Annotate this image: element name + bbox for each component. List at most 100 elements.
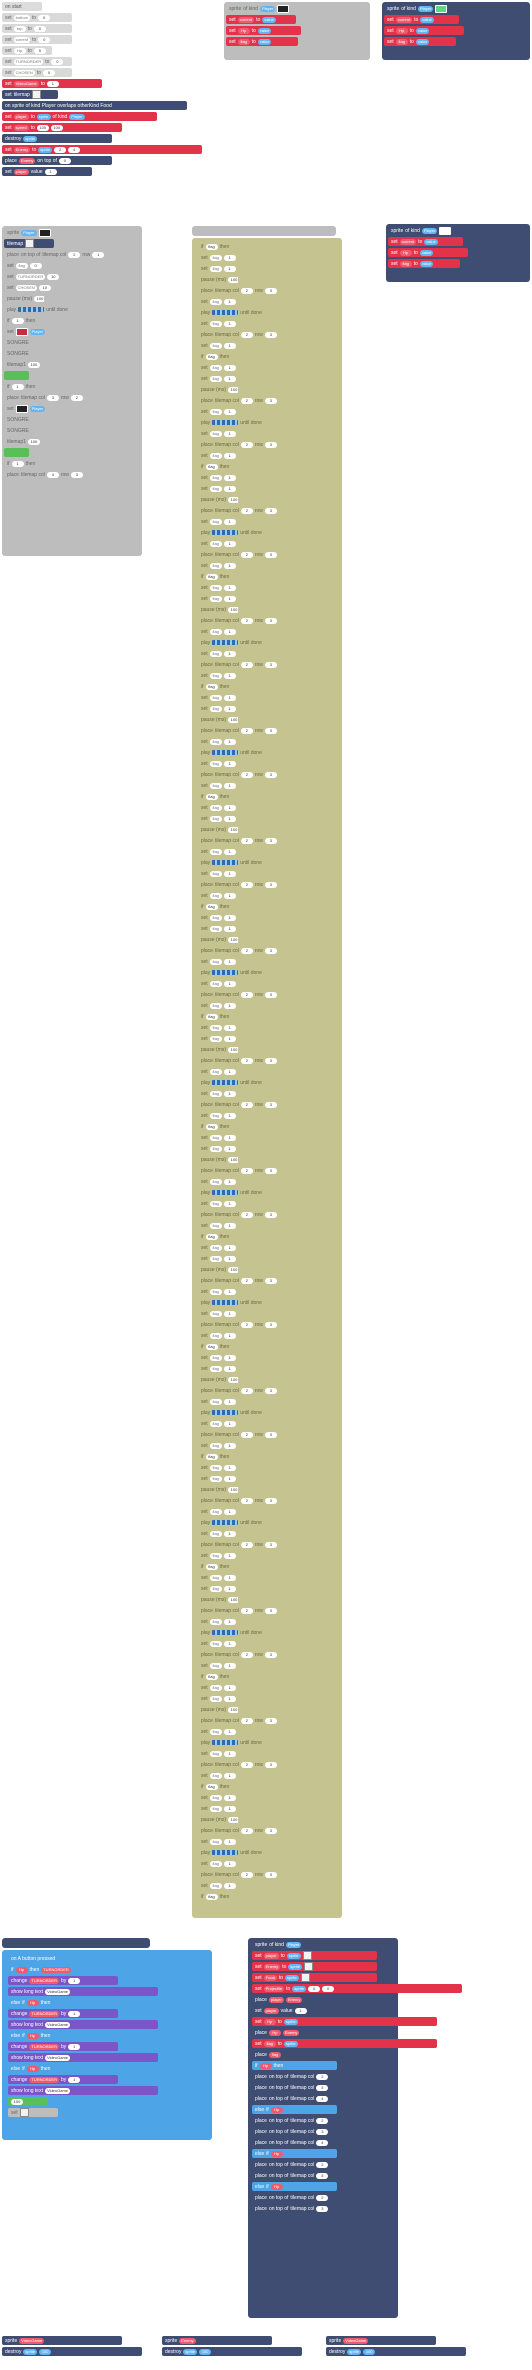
central-play-block[interactable]: play until done — [198, 1738, 298, 1747]
central-set-block[interactable]: set flag 1 — [198, 451, 258, 460]
br-else-if-3[interactable]: else if Hp — [252, 2182, 337, 2191]
central-place-block[interactable]: place tilemap col 2 row 3 — [198, 1320, 298, 1329]
br-else-if-2[interactable]: else if Hp — [252, 2149, 337, 2158]
central-set-block[interactable]: set flag 1 — [198, 374, 253, 383]
central-set-block[interactable]: set flag 1 — [198, 1573, 258, 1582]
song-icon[interactable] — [212, 860, 239, 865]
central-script-hat[interactable] — [192, 226, 336, 236]
set-current-block[interactable]: set current to 0 — [2, 35, 72, 44]
central-place-block[interactable]: place tilemap col 2 row 3 — [198, 880, 298, 889]
central-play-block[interactable]: play until done — [198, 528, 298, 537]
central-set-block[interactable]: set flag 1 — [198, 1221, 258, 1230]
br-attach-2[interactable]: place Hp Enemy — [252, 2028, 342, 2037]
br-set-6[interactable]: set flag to sprite — [252, 2039, 437, 2048]
left-set-a[interactable]: set TURNORDER 10 — [4, 272, 76, 281]
central-set-block[interactable]: set flag 1 — [198, 781, 258, 790]
left-pause[interactable]: pause (ms) 100 — [4, 294, 44, 303]
central-place-block[interactable]: place tilemap col 2 row 3 — [198, 1716, 298, 1725]
bs3-hat[interactable]: sprite VideoGame — [326, 2336, 436, 2345]
set-enemy-sprite-block[interactable]: set Enemy to sprite 2 4 — [2, 145, 202, 154]
central-if-block[interactable]: if flag then — [198, 902, 318, 911]
br-image-icon-1[interactable] — [302, 1951, 312, 1960]
central-pause-block[interactable]: pause (ms) 100 — [198, 825, 238, 834]
left-green-toggle-2[interactable] — [4, 448, 29, 457]
button-hat[interactable] — [2, 1938, 150, 1948]
left-if[interactable]: if 1 then — [4, 316, 74, 325]
central-pause-block[interactable]: pause (ms) 100 — [198, 495, 238, 504]
central-set-block[interactable]: set flag 1 — [198, 1419, 248, 1428]
br-attach-1[interactable]: place player Enemy — [252, 1995, 342, 2004]
central-set-block[interactable]: set flag 1 — [198, 1463, 258, 1472]
central-place-block[interactable]: place tilemap col 2 row 3 — [198, 770, 298, 779]
song-icon[interactable] — [212, 310, 239, 315]
br-place-2[interactable]: place on top of tilemap col 3 — [252, 2083, 382, 2092]
central-set-block[interactable]: set flag 1 — [198, 429, 248, 438]
left-set-flag[interactable]: set flag 0 — [4, 261, 54, 270]
central-play-block[interactable]: play until done — [198, 858, 298, 867]
central-set-block[interactable]: set flag 1 — [198, 363, 258, 372]
destroy-sprite-block[interactable]: destroy sprite — [2, 134, 112, 143]
left-place-3[interactable]: place tilemap col 4 row 3 — [4, 470, 129, 479]
central-if-block[interactable]: if flag then — [198, 792, 318, 801]
central-set-block[interactable]: set flag 1 — [198, 1661, 258, 1670]
central-pause-block[interactable]: pause (ms) 100 — [198, 605, 238, 614]
central-set-block[interactable]: set flag 1 — [198, 264, 253, 273]
central-set-block[interactable]: set flag 1 — [198, 1089, 248, 1098]
central-place-block[interactable]: place tilemap col 2 row 3 — [198, 1100, 298, 1109]
central-set-block[interactable]: set flag 1 — [198, 1001, 258, 1010]
right2-set-1[interactable]: set current to value — [388, 237, 463, 246]
central-set-block[interactable]: set flag 1 — [198, 1859, 248, 1868]
br-place-7[interactable]: place on top of tilemap col 2 — [252, 2160, 382, 2169]
central-set-block[interactable]: set flag 1 — [198, 1617, 258, 1626]
right-set-2[interactable]: set Hp to value — [384, 26, 464, 35]
middle-set-3[interactable]: set flag to value — [226, 37, 298, 46]
song-icon[interactable] — [212, 530, 239, 535]
overlap-hat-right[interactable]: sprite of kind Player — [384, 4, 524, 13]
central-if-block[interactable]: if flag then — [198, 1452, 318, 1461]
central-if-block[interactable]: if flag then — [198, 462, 318, 471]
central-pause-block[interactable]: pause (ms) 100 — [198, 1375, 238, 1384]
bs2-hat[interactable]: sprite Enemy — [162, 2336, 272, 2345]
central-set-block[interactable]: set flag 1 — [198, 1144, 253, 1153]
button-show-text-4[interactable]: show long text VideoGame — [8, 2086, 158, 2095]
central-set-block[interactable]: set flag 1 — [198, 407, 258, 416]
button-set-tilemap[interactable]: set — [8, 2108, 58, 2117]
central-set-block[interactable]: set flag 1 — [198, 1507, 258, 1516]
central-play-block[interactable]: play until done — [198, 1188, 298, 1197]
central-if-block[interactable]: if flag then — [198, 242, 318, 251]
central-pause-block[interactable]: pause (ms) 100 — [198, 1265, 238, 1274]
central-set-block[interactable]: set flag 1 — [198, 1727, 258, 1736]
set-value-block[interactable]: set player value 1 — [2, 167, 92, 176]
button-green-block[interactable]: 100 — [8, 2097, 48, 2106]
central-set-block[interactable]: set flag 1 — [198, 693, 258, 702]
tilemap-image-icon[interactable] — [31, 90, 41, 99]
central-set-block[interactable]: set flag 1 — [198, 1133, 258, 1142]
set-chosen-block[interactable]: set CHOSEN to 0 — [2, 68, 72, 77]
central-set-block[interactable]: set flag 1 — [198, 1837, 258, 1846]
central-play-block[interactable]: play until done — [198, 1078, 298, 1087]
central-pause-block[interactable]: pause (ms) 100 — [198, 715, 238, 724]
central-place-block[interactable]: place tilemap col 2 row 3 — [198, 1210, 298, 1219]
central-if-block[interactable]: if flag then — [198, 1672, 318, 1681]
br-place-6[interactable]: place on top of tilemap col 4 — [252, 2138, 382, 2147]
central-play-block[interactable]: play until done — [198, 1298, 298, 1307]
br-if-1[interactable]: if Hp then — [252, 2061, 337, 2070]
central-pause-block[interactable]: pause (ms) 100 — [198, 1155, 238, 1164]
br-place-3[interactable]: place on top of tilemap col 4 — [252, 2094, 382, 2103]
central-set-block[interactable]: set flag 1 — [198, 1804, 253, 1813]
br-set-3[interactable]: set Food to sprite — [252, 1973, 377, 1982]
button-show-text-3[interactable]: show long text VideoGame — [8, 2053, 158, 2062]
middle-set-1[interactable]: set current to value — [226, 15, 296, 24]
central-set-block[interactable]: set flag 1 — [198, 869, 248, 878]
central-place-block[interactable]: place tilemap col 2 row 3 — [198, 330, 298, 339]
br-place-5[interactable]: place on top of tilemap col 3 — [252, 2127, 382, 2136]
sprite-swatch-2[interactable] — [15, 404, 28, 413]
central-place-block[interactable]: place tilemap col 2 row 3 — [198, 396, 298, 405]
central-place-block[interactable]: place tilemap col 2 row 3 — [198, 1606, 298, 1615]
color-swatch-right[interactable] — [435, 4, 448, 13]
left-tilemap-image-icon[interactable] — [25, 239, 35, 248]
song-icon[interactable] — [212, 1190, 239, 1195]
br-set-4[interactable]: set Projectile to sprite 0 0 — [252, 1984, 462, 1993]
central-set-block[interactable]: set flag 1 — [198, 979, 248, 988]
central-set-block[interactable]: set flag 1 — [198, 341, 258, 350]
